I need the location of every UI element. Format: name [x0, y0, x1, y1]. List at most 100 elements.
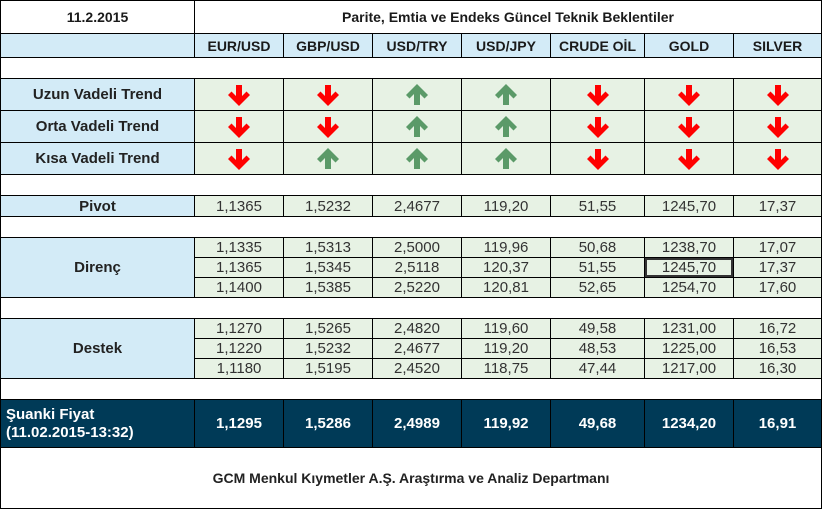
column-header[interactable]: EUR/USD: [194, 33, 284, 58]
resistance-value[interactable]: 1238,70: [644, 237, 734, 258]
trend-cell[interactable]: [283, 142, 373, 175]
trend-cell[interactable]: [372, 110, 462, 143]
support-label[interactable]: Destek: [0, 318, 195, 379]
current-price-value[interactable]: 49,68: [550, 399, 645, 448]
current-price-value[interactable]: 2,4989: [372, 399, 462, 448]
trend-label[interactable]: Orta Vadeli Trend: [0, 110, 195, 143]
resistance-value[interactable]: 2,5000: [372, 237, 462, 258]
support-value[interactable]: 118,75: [461, 358, 551, 379]
support-value[interactable]: 16,30: [733, 358, 822, 379]
column-header[interactable]: USD/JPY: [461, 33, 551, 58]
pivot-label[interactable]: Pivot: [0, 195, 195, 217]
trend-cell[interactable]: [550, 78, 645, 111]
resistance-value[interactable]: 1,1400: [194, 277, 284, 298]
current-price-value[interactable]: 1234,20: [644, 399, 734, 448]
pivot-value[interactable]: 17,37: [733, 195, 822, 217]
support-value[interactable]: 47,44: [550, 358, 645, 379]
current-price-value[interactable]: 1,5286: [283, 399, 373, 448]
footer-credit[interactable]: GCM Menkul Kıymetler A.Ş. Araştırma ve A…: [0, 447, 822, 509]
support-value[interactable]: 2,4520: [372, 358, 462, 379]
spacer-row[interactable]: [0, 297, 822, 319]
trend-cell[interactable]: [644, 78, 734, 111]
pivot-value[interactable]: 1,1365: [194, 195, 284, 217]
resistance-value[interactable]: 120,81: [461, 277, 551, 298]
resistance-value[interactable]: 50,68: [550, 237, 645, 258]
pivot-value[interactable]: 1,5232: [283, 195, 373, 217]
support-value[interactable]: 1,5195: [283, 358, 373, 379]
trend-cell[interactable]: [644, 110, 734, 143]
trend-cell[interactable]: [733, 78, 822, 111]
support-value[interactable]: 1225,00: [644, 338, 734, 359]
resistance-value[interactable]: 120,37: [461, 257, 551, 278]
trend-cell[interactable]: [194, 78, 284, 111]
resistance-label[interactable]: Direnç: [0, 237, 195, 298]
resistance-value[interactable]: 52,65: [550, 277, 645, 298]
trend-cell[interactable]: [372, 78, 462, 111]
support-value[interactable]: 48,53: [550, 338, 645, 359]
support-value[interactable]: 1231,00: [644, 318, 734, 339]
current-price-value[interactable]: 16,91: [733, 399, 822, 448]
resistance-value[interactable]: 119,96: [461, 237, 551, 258]
resistance-value[interactable]: 1254,70: [644, 277, 734, 298]
spacer-row[interactable]: [0, 216, 822, 238]
support-value[interactable]: 119,60: [461, 318, 551, 339]
column-header[interactable]: SILVER: [733, 33, 822, 58]
column-header[interactable]: CRUDE OİL: [550, 33, 645, 58]
support-value[interactable]: 16,53: [733, 338, 822, 359]
column-header[interactable]: GBP/USD: [283, 33, 373, 58]
resistance-value[interactable]: 17,07: [733, 237, 822, 258]
trend-label[interactable]: Kısa Vadeli Trend: [0, 142, 195, 175]
header-blank-cell[interactable]: [0, 33, 195, 58]
trend-cell[interactable]: [194, 142, 284, 175]
column-header[interactable]: GOLD: [644, 33, 734, 58]
resistance-value[interactable]: 2,5220: [372, 277, 462, 298]
support-value[interactable]: 1,5232: [283, 338, 373, 359]
resistance-value[interactable]: 1,5385: [283, 277, 373, 298]
trend-cell[interactable]: [733, 110, 822, 143]
resistance-value[interactable]: 51,55: [550, 257, 645, 278]
resistance-value[interactable]: 1,1335: [194, 237, 284, 258]
resistance-value[interactable]: 17,37: [733, 257, 822, 278]
trend-cell[interactable]: [461, 78, 551, 111]
spacer-row[interactable]: [0, 174, 822, 196]
trend-cell[interactable]: [461, 142, 551, 175]
current-price-value[interactable]: 119,92: [461, 399, 551, 448]
trend-cell[interactable]: [644, 142, 734, 175]
resistance-value[interactable]: 1245,70: [644, 257, 734, 278]
pivot-value[interactable]: 2,4677: [372, 195, 462, 217]
trend-cell[interactable]: [283, 78, 373, 111]
trend-cell[interactable]: [550, 110, 645, 143]
resistance-value[interactable]: 1,5345: [283, 257, 373, 278]
date-cell[interactable]: 11.2.2015: [0, 0, 195, 34]
support-value[interactable]: 49,58: [550, 318, 645, 339]
resistance-value[interactable]: 1,1365: [194, 257, 284, 278]
column-header[interactable]: USD/TRY: [372, 33, 462, 58]
support-value[interactable]: 2,4820: [372, 318, 462, 339]
support-value[interactable]: 1,1270: [194, 318, 284, 339]
spacer-row[interactable]: [0, 378, 822, 400]
resistance-value[interactable]: 17,60: [733, 277, 822, 298]
support-value[interactable]: 1217,00: [644, 358, 734, 379]
trend-cell[interactable]: [550, 142, 645, 175]
current-price-value[interactable]: 1,1295: [194, 399, 284, 448]
trend-label[interactable]: Uzun Vadeli Trend: [0, 78, 195, 111]
support-value[interactable]: 1,5265: [283, 318, 373, 339]
support-value[interactable]: 119,20: [461, 338, 551, 359]
pivot-value[interactable]: 119,20: [461, 195, 551, 217]
pivot-value[interactable]: 51,55: [550, 195, 645, 217]
table-title[interactable]: Parite, Emtia ve Endeks Güncel Teknik Be…: [194, 0, 822, 34]
trend-cell[interactable]: [194, 110, 284, 143]
support-value[interactable]: 1,1180: [194, 358, 284, 379]
support-value[interactable]: 16,72: [733, 318, 822, 339]
trend-cell[interactable]: [733, 142, 822, 175]
trend-cell[interactable]: [283, 110, 373, 143]
support-value[interactable]: 1,1220: [194, 338, 284, 359]
pivot-value[interactable]: 1245,70: [644, 195, 734, 217]
spacer-row[interactable]: [0, 57, 822, 79]
current-price-label[interactable]: Şuanki Fiyat (11.02.2015-13:32): [0, 399, 195, 448]
resistance-value[interactable]: 1,5313: [283, 237, 373, 258]
resistance-value[interactable]: 2,5118: [372, 257, 462, 278]
trend-cell[interactable]: [372, 142, 462, 175]
trend-cell[interactable]: [461, 110, 551, 143]
support-value[interactable]: 2,4677: [372, 338, 462, 359]
